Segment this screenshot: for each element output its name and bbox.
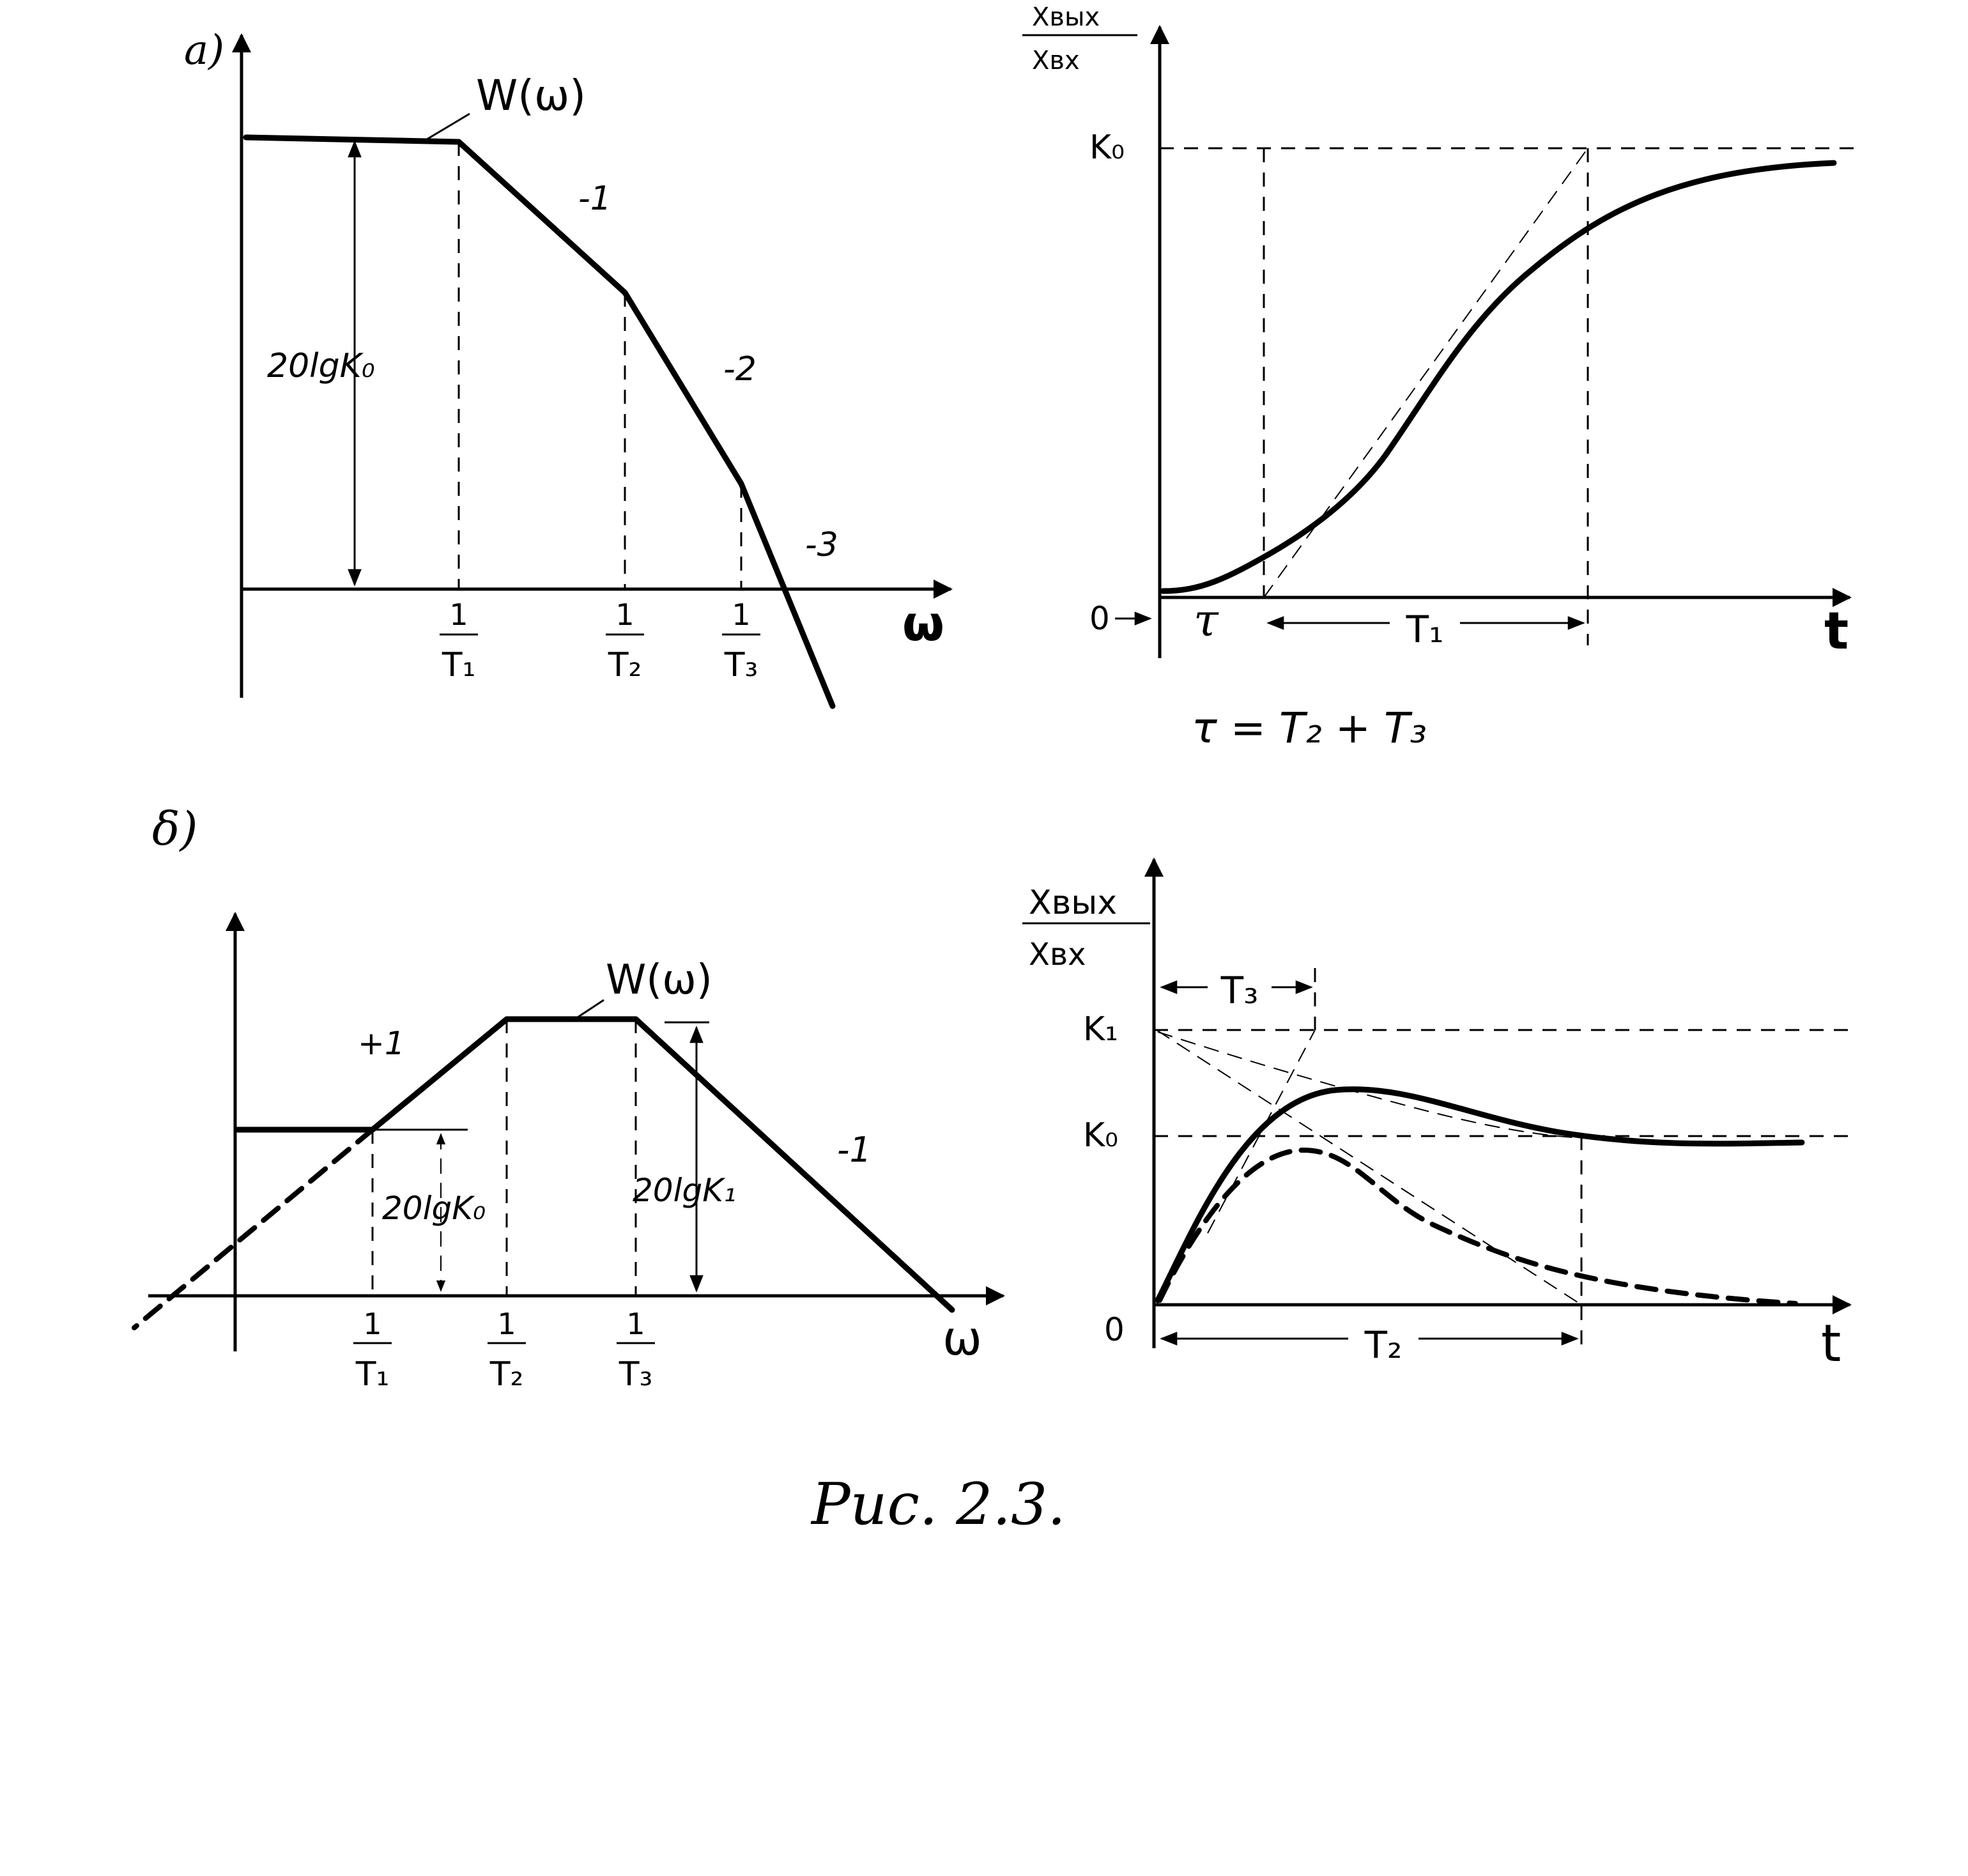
a-step-tau-label: τ: [1194, 594, 1219, 647]
panel-b-lafc: δ) 20lgK₀ 20lgK₁ W(ω) +1 -1 ω 1 T₁ 1 T₂ …: [132, 802, 1005, 1394]
panel-b-marker: δ): [152, 802, 197, 856]
b-step-tangent-decay: [1156, 1029, 1582, 1305]
panel-a-step: Xвых Xвх K₀ 0 τ T₁ t τ = T₂ + T₃: [1022, 3, 1856, 753]
svg-text:T₁: T₁: [442, 646, 476, 684]
b-lafc-tick-t2: 1 T₂: [488, 1307, 526, 1394]
b-step-t3-label-bg: [1208, 962, 1272, 1010]
panel-a-marker: a): [184, 27, 224, 74]
b-step-k0-label: K₀: [1083, 1116, 1118, 1155]
svg-text:1: 1: [615, 597, 634, 632]
a-step-y-num: Xвых: [1032, 3, 1100, 32]
b-step-origin-label: 0: [1104, 1311, 1125, 1348]
a-lafc-tick-t3: 1 T₃: [722, 597, 760, 684]
a-step-formula: τ = T₂ + T₃: [1192, 704, 1427, 753]
a-lafc-slope-1: -1: [578, 180, 611, 218]
svg-text:T₃: T₃: [724, 646, 758, 684]
b-step-envelope: [1157, 1031, 1598, 1139]
a-step-t1-label-bg: [1390, 604, 1460, 649]
a-lafc-w-leader: [426, 112, 470, 141]
a-step-t1-label: T₁: [1406, 608, 1444, 651]
a-step-x-label: t: [1824, 601, 1849, 661]
a-lafc-x-label: ω: [902, 595, 944, 652]
b-lafc-tick-t3: 1 T₃: [617, 1307, 655, 1394]
b-step-k1-label: K₁: [1083, 1010, 1118, 1049]
a-step-k0-label: K₀: [1089, 128, 1125, 167]
svg-text:T₂: T₂: [608, 646, 642, 684]
b-step-t3-label: T₃: [1220, 969, 1259, 1012]
svg-text:1: 1: [449, 597, 468, 632]
svg-text:1: 1: [732, 597, 750, 632]
b-lafc-w-leader: [571, 999, 604, 1022]
svg-text:1: 1: [363, 1307, 381, 1341]
a-lafc-curve-label: W(ω): [476, 71, 586, 120]
figure-caption: Рис. 2.3.: [810, 1471, 1066, 1538]
b-lafc-curve-label: W(ω): [606, 957, 712, 1004]
svg-text:1: 1: [626, 1307, 645, 1341]
b-lafc-x-label: ω: [942, 1311, 982, 1366]
a-lafc-tick-t2: 1 T₂: [606, 597, 644, 684]
b-lafc-slope-plus1: +1: [358, 1025, 405, 1062]
b-step-t2-label: T₂: [1364, 1323, 1403, 1367]
panel-a-lafc: a) 20lgK₀ W(ω) -1 -2 -3 ω 1 T₁ 1 T₂ 1 T₃: [184, 27, 953, 709]
a-lafc-gain-label: 20lgK₀: [267, 347, 375, 385]
b-step-dashed-response: [1157, 1147, 1798, 1306]
a-step-origin-label: 0: [1089, 600, 1110, 637]
svg-text:T₃: T₃: [619, 1355, 653, 1394]
a-lafc-slope-3: -3: [805, 526, 838, 564]
a-step-curve: [1160, 160, 1837, 594]
panel-b-step: Xвых Xвх K₁ K₀ 0 T₃ T₂ t: [1022, 857, 1856, 1373]
a-step-y-den: Xвх: [1032, 46, 1080, 75]
b-step-y-num: Xвых: [1029, 884, 1117, 922]
a-lafc-tick-t1: 1 T₁: [440, 597, 478, 684]
b-step-tangent-rise: [1207, 1029, 1316, 1234]
b-step-x-label: t: [1821, 1314, 1841, 1373]
b-lafc-slope-minus1: -1: [837, 1130, 872, 1170]
b-lafc-extension: [132, 1127, 375, 1330]
svg-text:T₁: T₁: [355, 1355, 390, 1394]
b-step-solid-response: [1155, 1086, 1805, 1303]
b-step-t2-label-bg: [1348, 1319, 1418, 1367]
b-step-y-den: Xвх: [1029, 937, 1086, 973]
a-step-tangent: [1263, 148, 1588, 598]
a-lafc-slope-2: -2: [723, 350, 757, 388]
b-lafc-tick-t1: 1 T₁: [353, 1307, 392, 1394]
b-lafc-gain0-label: 20lgK₀: [382, 1190, 486, 1227]
svg-text:1: 1: [497, 1307, 516, 1341]
b-lafc-gain1-label: 20lgK₁: [633, 1172, 736, 1209]
svg-text:T₂: T₂: [489, 1355, 524, 1394]
